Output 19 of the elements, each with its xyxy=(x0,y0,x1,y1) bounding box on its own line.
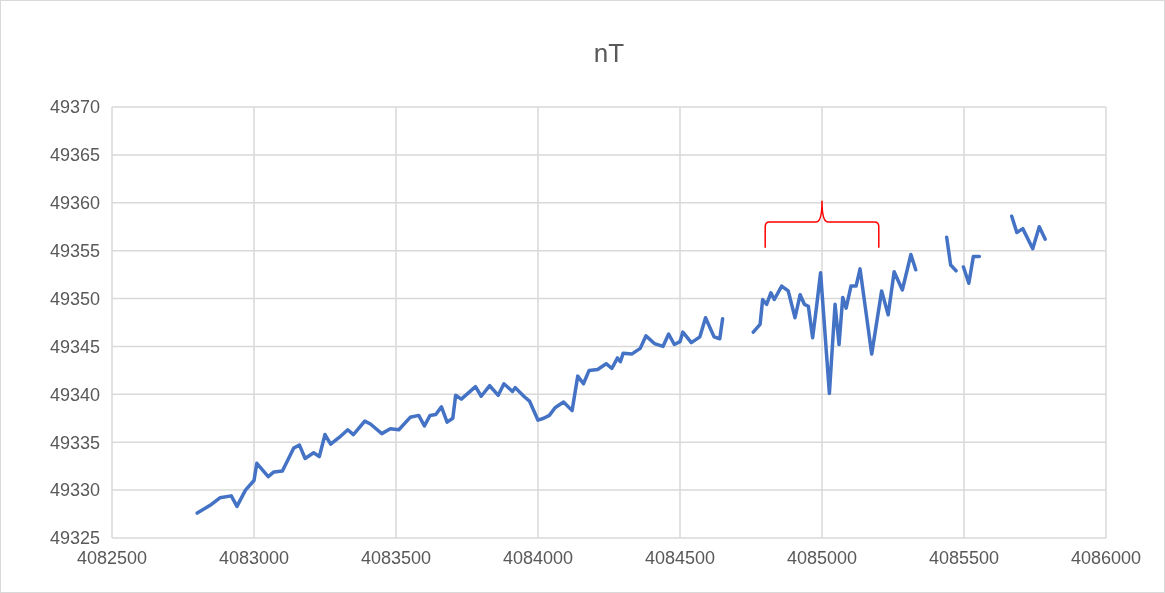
y-tick-label: 49355 xyxy=(49,240,100,261)
y-tick-label: 49340 xyxy=(49,384,100,405)
x-tick-label: 4082500 xyxy=(76,548,148,568)
y-tick-label: 49365 xyxy=(49,145,100,166)
x-tick-label: 4086000 xyxy=(1070,548,1142,568)
x-tick-label: 4084500 xyxy=(644,548,716,568)
y-tick-label: 49360 xyxy=(49,193,100,214)
y-tick-label: 49345 xyxy=(49,336,100,357)
y-tick-label: 49325 xyxy=(49,528,100,549)
x-tick-label: 4083500 xyxy=(360,548,432,568)
chart-title: nT xyxy=(593,38,625,68)
x-tick-label: 4085000 xyxy=(786,548,858,568)
y-tick-label: 49370 xyxy=(49,97,100,118)
y-tick-label: 49335 xyxy=(49,432,100,453)
y-tick-label: 49350 xyxy=(49,288,100,309)
x-tick-label: 4085500 xyxy=(928,548,1000,568)
y-tick-label: 49330 xyxy=(49,480,100,501)
x-tick-label: 4083000 xyxy=(218,548,290,568)
x-tick-label: 4084000 xyxy=(502,548,574,568)
